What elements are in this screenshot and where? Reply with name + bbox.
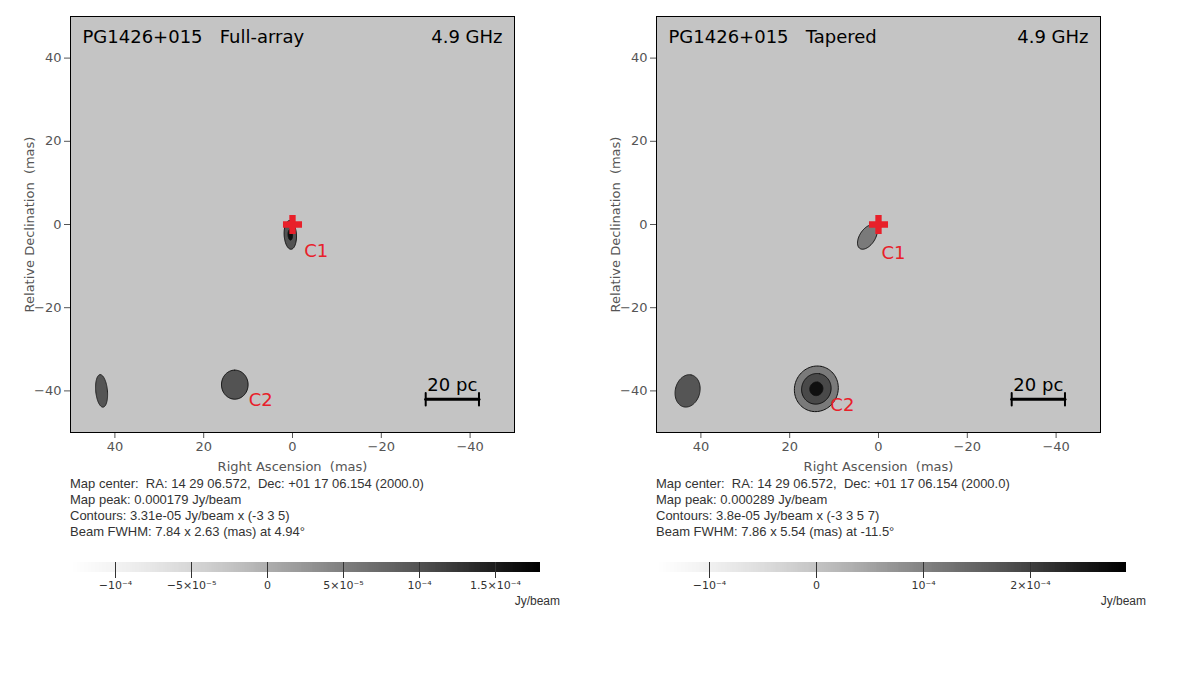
svg-text:−20: −20 — [368, 439, 395, 454]
svg-text:20 pc: 20 pc — [427, 374, 477, 395]
svg-text:0: 0 — [813, 579, 820, 592]
svg-text:−10⁻⁴: −10⁻⁴ — [693, 579, 727, 592]
svg-text:C2: C2 — [830, 394, 854, 415]
svg-text:Relative Declination (mas): Relative Declination (mas) — [22, 137, 37, 313]
svg-text:4.9 GHz: 4.9 GHz — [1017, 26, 1088, 47]
svg-text:20: 20 — [45, 133, 62, 148]
svg-text:Right Ascension (mas): Right Ascension (mas) — [218, 459, 368, 474]
svg-text:−20: −20 — [954, 439, 981, 454]
svg-text:20: 20 — [781, 439, 798, 454]
svg-text:10⁻⁴: 10⁻⁴ — [407, 579, 432, 592]
html-text:Map center: RA: 14 29 06.572,: Map center: RA: 14 29 06.572, Dec: +01 1… — [70, 476, 424, 539]
svg-text:0: 0 — [874, 439, 882, 454]
svg-text:C1: C1 — [304, 240, 328, 261]
svg-text:Relative Declination (mas): Relative Declination (mas) — [608, 137, 623, 313]
svg-text:−40: −40 — [456, 439, 483, 454]
html-text:Map center: RA: 14 29 06.572,: Map center: RA: 14 29 06.572, Dec: +01 1… — [656, 476, 1010, 539]
svg-text:Right Ascension (mas): Right Ascension (mas) — [804, 459, 954, 474]
svg-text:−10⁻⁴: −10⁻⁴ — [99, 579, 133, 592]
svg-text:40: 40 — [631, 50, 648, 65]
svg-text:0: 0 — [639, 217, 647, 232]
svg-text:−20: −20 — [34, 300, 61, 315]
svg-text:20 pc: 20 pc — [1013, 374, 1063, 395]
svg-text:C1: C1 — [881, 242, 905, 263]
svg-text:20: 20 — [631, 133, 648, 148]
svg-text:−40: −40 — [1042, 439, 1069, 454]
svg-text:40: 40 — [107, 439, 124, 454]
svg-text:−5×10⁻⁵: −5×10⁻⁵ — [167, 579, 217, 592]
svg-text:40: 40 — [45, 50, 62, 65]
svg-text:0: 0 — [288, 439, 296, 454]
html-text:Jy/beam: Jy/beam — [514, 594, 560, 608]
svg-text:C2: C2 — [249, 389, 273, 410]
svg-text:5×10⁻⁵: 5×10⁻⁵ — [323, 579, 363, 592]
svg-text:10⁻⁴: 10⁻⁴ — [911, 579, 936, 592]
svg-text:−40: −40 — [620, 383, 647, 398]
svg-text:PG1426+015 Full-array: PG1426+015 Full-array — [83, 26, 305, 47]
svg-text:−40: −40 — [34, 383, 61, 398]
svg-text:2×10⁻⁴: 2×10⁻⁴ — [1010, 579, 1051, 592]
svg-text:20: 20 — [195, 439, 212, 454]
svg-text:0: 0 — [53, 217, 61, 232]
svg-text:1.5×10⁻⁴: 1.5×10⁻⁴ — [470, 579, 522, 592]
svg-text:−20: −20 — [620, 300, 647, 315]
html-text:Jy/beam: Jy/beam — [1100, 594, 1146, 608]
svg-text:40: 40 — [693, 439, 710, 454]
svg-text:4.9 GHz: 4.9 GHz — [431, 26, 502, 47]
svg-text:PG1426+015 Tapered: PG1426+015 Tapered — [669, 26, 877, 47]
svg-text:0: 0 — [264, 579, 271, 592]
